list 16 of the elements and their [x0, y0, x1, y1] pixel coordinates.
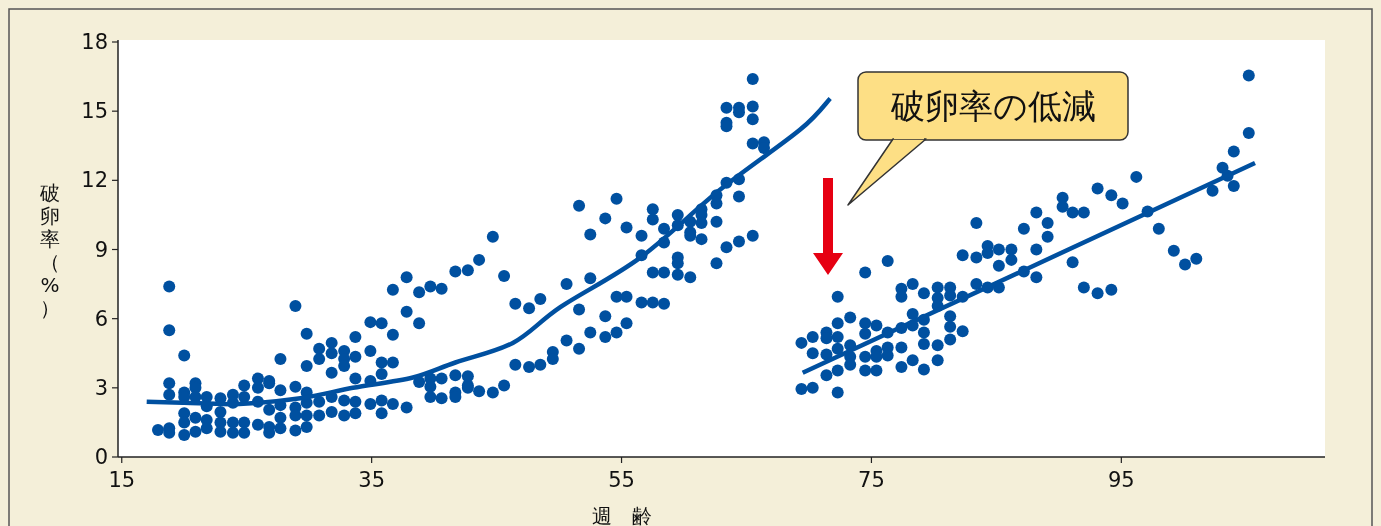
y-tick-label: 9 [94, 237, 108, 262]
y-tick-label: 0 [94, 445, 108, 469]
y-tick-label: 18 [81, 30, 108, 54]
x-tick-label: 75 [858, 468, 885, 492]
x-tick-label: 55 [608, 468, 635, 492]
y-axis-title: 破卵率（%） [39, 180, 60, 320]
y-tick-label: 12 [81, 168, 108, 193]
callout: 破卵率の低減 [847, 71, 1129, 206]
x-tick-label: 35 [358, 468, 386, 492]
line-series [144, 96, 833, 407]
y-tick-label: 3 [94, 375, 108, 400]
y-tick-label: 15 [81, 99, 108, 124]
x-tick-label: 95 [1107, 468, 1135, 492]
x-axis-title: 週 齢 [591, 504, 652, 526]
y-tick-label: 6 [94, 306, 108, 331]
annotation: 破卵率の低減 [889, 86, 1096, 126]
